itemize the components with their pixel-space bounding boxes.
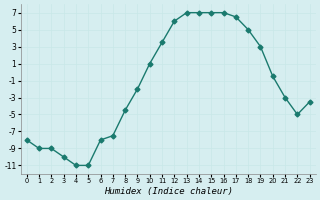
- X-axis label: Humidex (Indice chaleur): Humidex (Indice chaleur): [104, 187, 233, 196]
